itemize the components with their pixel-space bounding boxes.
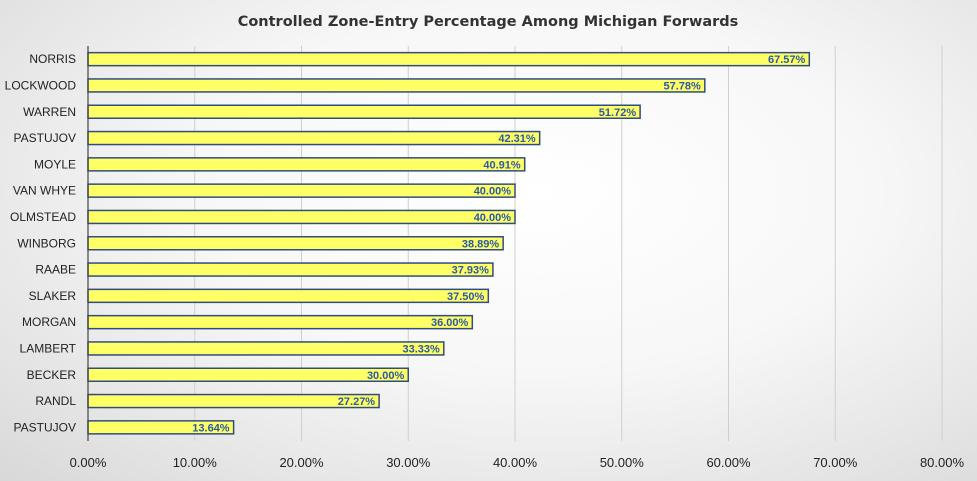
bar — [87, 51, 811, 67]
data-label: 13.64% — [192, 422, 230, 434]
x-tick-label: 40.00% — [493, 455, 538, 470]
bar — [87, 78, 706, 93]
bar — [87, 183, 516, 198]
data-label: 36.00% — [431, 317, 469, 329]
x-tick-labels: 0.00% 10.00% 20.00% 30.00% 40.00% 50.00% 60.00… — [70, 455, 965, 470]
data-label: 40.91% — [483, 159, 521, 171]
data-label: 38.89% — [462, 238, 500, 250]
data-label: 33.33% — [402, 343, 440, 355]
category-label: MORGAN — [22, 315, 76, 329]
data-label: 27.27% — [338, 396, 376, 408]
category-label: PASTUJOV — [14, 131, 76, 145]
bar — [87, 130, 541, 146]
category-label: WINBORG — [17, 236, 76, 250]
category-label: LAMBERT — [20, 341, 77, 355]
x-tick-label: 70.00% — [813, 455, 858, 470]
bar — [87, 288, 490, 304]
x-tick-label: 30.00% — [386, 455, 431, 470]
x-tick-label: 10.00% — [173, 455, 218, 470]
data-label: 37.50% — [447, 291, 485, 303]
data-label: 67.57% — [768, 54, 806, 66]
category-label: OLMSTEAD — [10, 210, 76, 224]
x-tick-label: 0.00% — [70, 455, 107, 470]
bar — [87, 157, 526, 172]
data-label: 40.00% — [474, 186, 512, 198]
category-label: LOCKWOOD — [5, 78, 77, 92]
bar — [87, 341, 445, 356]
bar — [87, 262, 494, 277]
bar — [87, 314, 474, 330]
category-label: BECKER — [27, 368, 77, 382]
category-label: RAABE — [35, 263, 76, 277]
bar — [87, 104, 641, 119]
bar — [87, 367, 409, 382]
x-tick-label: 20.00% — [279, 455, 324, 470]
data-label: 42.31% — [498, 133, 536, 145]
category-label: VAN WHYE — [13, 184, 76, 198]
category-label: RANDL — [35, 394, 76, 408]
x-tick-label: 60.00% — [706, 455, 751, 470]
category-label: MOYLE — [34, 157, 76, 171]
category-labels: NORRIS LOCKWOOD WARREN PASTUJOV MOYLE VAN WHY… — [5, 52, 77, 434]
x-tick-label: 50.00% — [600, 455, 645, 470]
chart-title: Controlled Zone-Entry Percentage Among M… — [238, 14, 739, 30]
bar — [87, 236, 504, 251]
data-label: 37.93% — [452, 265, 490, 277]
category-label: PASTUJOV — [14, 420, 76, 434]
data-label: 51.72% — [599, 107, 637, 119]
bars — [87, 51, 811, 435]
data-label: 40.00% — [474, 212, 512, 224]
category-label: SLAKER — [29, 289, 77, 303]
bar — [87, 393, 380, 409]
category-label: WARREN — [23, 105, 76, 119]
data-label: 57.78% — [663, 80, 701, 92]
data-label: 30.00% — [367, 370, 405, 382]
x-tick-label: 80.00% — [920, 455, 965, 470]
data-labels: 67.57% 57.78% 51.72% 42.31% 40.91% 40.00% 40.0… — [192, 54, 805, 434]
bar — [87, 209, 516, 225]
category-label: NORRIS — [29, 52, 76, 66]
